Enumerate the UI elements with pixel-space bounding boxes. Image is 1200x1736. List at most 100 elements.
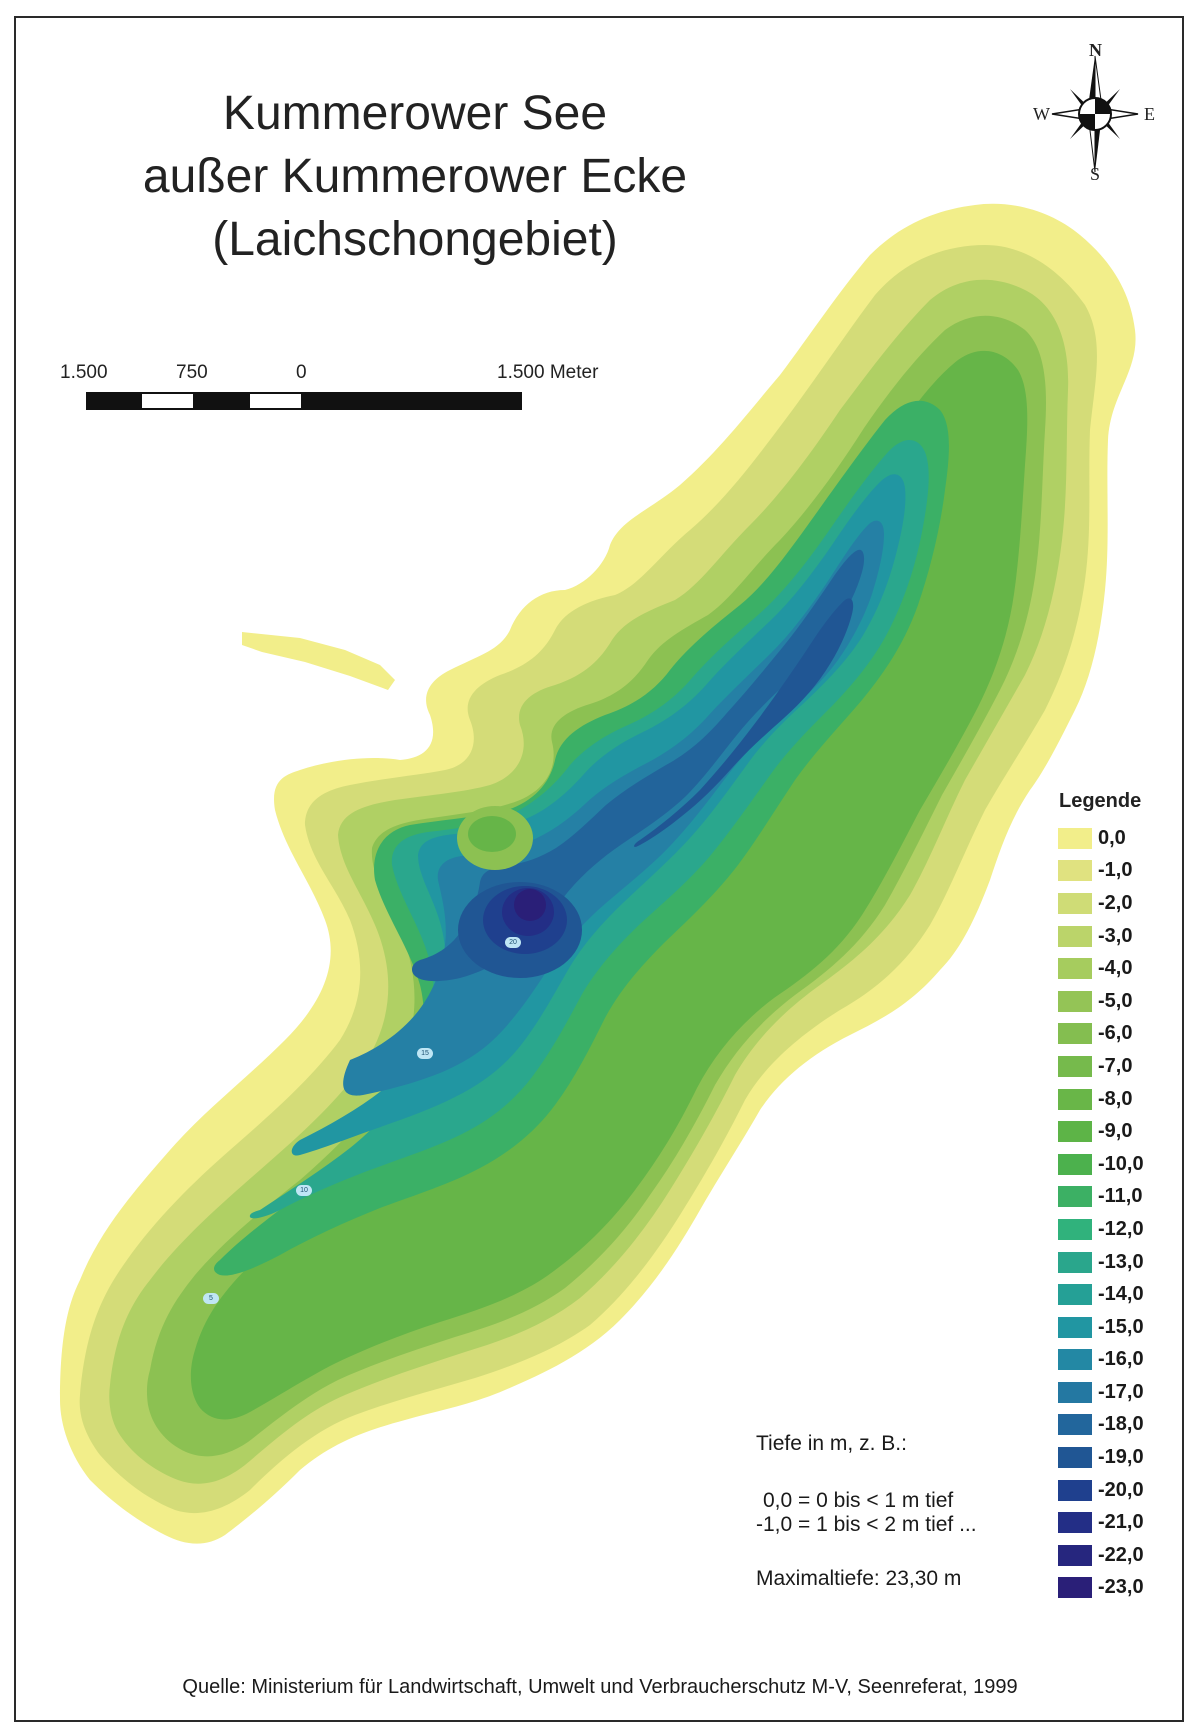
compass-north: N [1089,40,1102,60]
legend-swatch [1058,1447,1092,1469]
legend-item: -19,0 [1058,1441,1178,1474]
legend-item: -17,0 [1058,1376,1178,1409]
legend-item: 0,0 [1058,822,1178,855]
legend-item: -15,0 [1058,1311,1178,1344]
legend-item: -16,0 [1058,1344,1178,1377]
compass-west: W [1033,104,1050,124]
legend-swatch [1058,892,1092,914]
legend-value: -16,0 [1098,1348,1144,1371]
legend-swatch [1058,1251,1092,1273]
legend-item: -9,0 [1058,1115,1178,1148]
source-credit: Quelle: Ministerium für Landwirtschaft, … [182,1676,1018,1698]
legend-item: -6,0 [1058,1018,1178,1051]
legend-value: -21,0 [1098,1511,1144,1534]
legend-item: -2,0 [1058,887,1178,920]
scale-segment-4 [248,392,303,410]
legend-item: -3,0 [1058,920,1178,953]
legend-swatch [1058,1381,1092,1403]
scale-segment-3 [194,392,249,410]
legend-title: Legende [1059,790,1142,812]
legend-swatch [1058,958,1092,980]
legend-value: -3,0 [1098,924,1133,947]
compass-south: S [1090,164,1101,184]
legend-swatch [1058,1088,1092,1110]
legend-value: -7,0 [1098,1054,1133,1077]
legend-value: -18,0 [1098,1413,1144,1436]
legend-swatch [1058,1121,1092,1143]
legend-swatch [1058,1577,1092,1599]
legend-value: 0,0 [1098,826,1126,849]
legend-swatch [1058,1055,1092,1077]
legend-item: -18,0 [1058,1409,1178,1442]
legend-item: -21,0 [1058,1506,1178,1539]
legend-item: -10,0 [1058,1148,1178,1181]
title-line-3: (Laichschongebiet) [212,213,618,266]
legend-swatch [1058,860,1092,882]
legend-value: -1,0 [1098,859,1133,882]
legend-item: -13,0 [1058,1246,1178,1279]
legend-swatch [1058,1544,1092,1566]
scale-bar: 1.500 750 0 1.500 Meter [50,362,650,414]
legend-value: -22,0 [1098,1543,1144,1566]
legend-swatch [1058,1153,1092,1175]
legend-value: -11,0 [1098,1185,1143,1208]
legend-item: -20,0 [1058,1474,1178,1507]
map-title: Kummerower See außer Kummerower Ecke (La… [70,82,760,271]
legend-swatch [1058,1479,1092,1501]
compass-rose: N E S W [1030,40,1160,184]
scale-segment-1 [86,392,141,410]
legend-swatch [1058,1023,1092,1045]
legend-item: -7,0 [1058,1050,1178,1083]
notes-max-depth: Maximaltiefe: 23,30 m [756,1567,962,1590]
legend-swatch [1058,1218,1092,1240]
title-line-2: außer Kummerower Ecke [142,150,688,203]
compass-rose-icon [1051,55,1139,173]
title-line-1: Kummerower See [222,87,608,140]
legend-swatch [1058,925,1092,947]
legend-item: -8,0 [1058,1083,1178,1116]
legend-value: -23,0 [1098,1576,1144,1599]
legend-item: -4,0 [1058,952,1178,985]
compass-east: E [1144,104,1155,124]
notes-example-1: 0,0 = 0 bis < 1 m tief [763,1489,954,1512]
scale-label-left: 1.500 [60,362,108,383]
legend-value: -14,0 [1098,1283,1144,1306]
legend-swatch [1058,1512,1092,1534]
legend-value: -15,0 [1098,1315,1144,1338]
legend-swatch [1058,1284,1092,1306]
legend-item: -23,0 [1058,1572,1178,1605]
notes-example-2: -1,0 = 1 bis < 2 m tief ... [756,1513,977,1536]
legend-items: 0,0 -1,0 -2,0 -3,0 -4,0 -5,0 -6,0 -7,0 -8,0 -9,0 -… [1058,822,1178,1604]
legend-item: -22,0 [1058,1539,1178,1572]
scale-label-750: 750 [176,362,208,383]
legend: Legende 0,0 -1,0 -2,0 -3,0 -4,0 -5,0 -6,0 -7,0 -… [1058,790,1178,1604]
legend-item: -1,0 [1058,855,1178,888]
legend-swatch [1058,827,1092,849]
legend-value: -10,0 [1098,1152,1144,1175]
legend-value: -8,0 [1098,1087,1133,1110]
legend-item: -11,0 [1058,1181,1178,1214]
legend-value: -17,0 [1098,1380,1144,1403]
depth-label-10: 10 [296,1185,312,1196]
legend-value: -6,0 [1098,1022,1133,1045]
scale-label-right: 1.500 Meter [497,362,599,383]
legend-value: -20,0 [1098,1478,1144,1501]
depth-label-5: 5 [203,1293,219,1304]
scale-label-zero: 0 [296,362,307,383]
legend-value: -12,0 [1098,1217,1144,1240]
depth-label-15: 15 [417,1048,433,1059]
legend-value: -9,0 [1098,1120,1133,1143]
legend-swatch [1058,1316,1092,1338]
legend-swatch [1058,1186,1092,1208]
legend-value: -19,0 [1098,1446,1144,1469]
legend-swatch [1058,1414,1092,1436]
scale-segment-2 [140,392,195,410]
legend-value: -2,0 [1098,891,1133,914]
legend-value: -5,0 [1098,989,1133,1012]
legend-swatch [1058,990,1092,1012]
legend-item: -5,0 [1058,985,1178,1018]
notes-heading: Tiefe in m, z. B.: [756,1432,907,1455]
legend-value: -13,0 [1098,1250,1144,1273]
scale-segment-5 [302,392,522,410]
